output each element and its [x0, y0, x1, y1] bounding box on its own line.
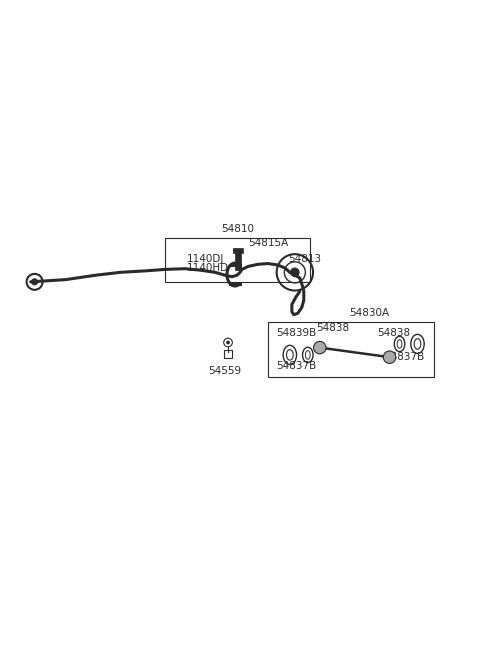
Bar — [224, 350, 232, 358]
Bar — [165, 238, 310, 282]
Bar — [233, 248, 243, 253]
Text: 54830A: 54830A — [349, 308, 390, 318]
Text: 54838: 54838 — [378, 328, 411, 338]
Text: 54810: 54810 — [221, 223, 254, 234]
Text: 54837B: 54837B — [276, 361, 316, 371]
Text: 54559: 54559 — [208, 366, 241, 376]
Text: 54838: 54838 — [316, 323, 349, 333]
Text: 1140HD: 1140HD — [187, 263, 229, 273]
Bar — [235, 253, 241, 270]
Text: 54813: 54813 — [288, 254, 321, 264]
Text: 1140DJ: 1140DJ — [187, 254, 225, 264]
Bar — [268, 322, 434, 377]
Circle shape — [31, 278, 38, 285]
Text: 54839B: 54839B — [276, 328, 316, 338]
Circle shape — [290, 267, 300, 277]
Text: 54837B: 54837B — [384, 352, 425, 362]
Circle shape — [226, 341, 230, 345]
Text: 54815A: 54815A — [248, 238, 288, 248]
Circle shape — [313, 341, 326, 354]
Circle shape — [384, 351, 396, 364]
